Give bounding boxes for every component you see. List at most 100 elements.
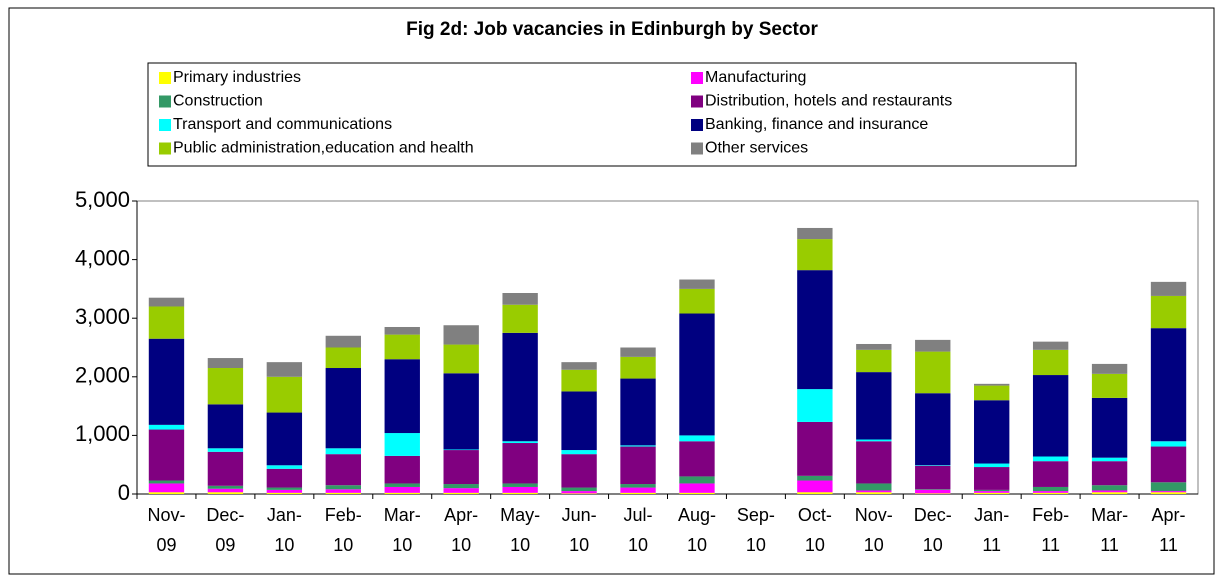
bar-segment <box>207 492 244 494</box>
bar-segment <box>1150 281 1187 296</box>
bar-segment <box>856 490 892 493</box>
legend-label: Transport and communications <box>173 116 392 133</box>
bar-segment <box>679 288 715 314</box>
bar-segment <box>915 339 951 352</box>
bar-segment <box>148 483 185 493</box>
legend-swatch <box>691 72 703 84</box>
bar-segment <box>325 492 361 494</box>
bar-segment <box>797 270 833 390</box>
bar-segment <box>502 441 538 444</box>
legend-swatch <box>159 95 171 108</box>
bar-segment <box>620 378 656 446</box>
bar-segment <box>561 450 597 455</box>
bar-segment <box>620 446 656 485</box>
x-tick-label: Feb-11 <box>1032 505 1070 555</box>
bar-segment <box>797 239 833 271</box>
bar-segment <box>915 351 951 394</box>
bar-segment <box>443 344 479 374</box>
bar-segment <box>443 450 479 485</box>
bar-segment <box>266 465 303 469</box>
bar-segment <box>443 449 479 451</box>
bar-segment <box>443 325 479 345</box>
bar-segment <box>384 492 420 494</box>
legend-swatch <box>691 95 703 108</box>
bar-segment <box>974 489 1010 492</box>
x-tick-label: May-10 <box>500 505 541 555</box>
legend-label: Construction <box>173 93 263 110</box>
bar-segment <box>1032 349 1069 376</box>
bar-segment <box>620 492 656 494</box>
bar-segment <box>266 362 303 377</box>
bar-segment <box>1032 486 1069 492</box>
bar-segment <box>915 465 951 490</box>
y-tick-label: 2,000 <box>75 363 130 388</box>
x-tick-label: Jun-10 <box>561 505 597 555</box>
bar-segment <box>384 433 420 456</box>
legend-label: Banking, finance and insurance <box>705 116 928 133</box>
bar-segment <box>148 338 185 425</box>
bar-segment <box>443 373 479 450</box>
x-tick-label: Nov-10 <box>854 505 893 555</box>
legend-swatch <box>159 119 171 131</box>
bar-segment <box>502 304 538 333</box>
x-tick-label: Feb-10 <box>324 505 362 555</box>
bar-segment <box>148 424 185 430</box>
bar-segment <box>1032 375 1069 457</box>
bar-segment <box>1150 328 1187 442</box>
legend-swatch <box>159 72 171 84</box>
bar-segment <box>207 368 244 405</box>
bar-segment <box>502 293 538 305</box>
bar-segment <box>443 488 479 493</box>
bar-segment <box>856 441 892 484</box>
bar-segment <box>797 492 833 494</box>
chart-title: Fig 2d: Job vacancies in Edinburgh by Se… <box>406 19 818 40</box>
bar-segment <box>148 492 185 494</box>
bar-segment <box>384 326 420 335</box>
bar-segment <box>1032 492 1069 494</box>
bar-segment <box>266 492 303 494</box>
bar-segment <box>679 313 715 436</box>
bar-segment <box>1091 363 1128 374</box>
bar-segment <box>207 488 244 493</box>
bar-segment <box>1091 457 1128 462</box>
x-tick-label: Nov-09 <box>147 505 186 555</box>
legend-label: Other services <box>705 140 808 157</box>
plot-area <box>136 200 1199 495</box>
bar-segment <box>207 485 244 489</box>
bar-segment <box>856 372 892 440</box>
bar-segment <box>1150 295 1187 329</box>
bar-segment <box>620 347 656 357</box>
x-tick-label: Jan-11 <box>974 505 1010 555</box>
x-tick-label: Oct-10 <box>797 505 832 555</box>
bar-segment <box>443 484 479 489</box>
bar-segment <box>679 441 715 477</box>
bar-segment <box>325 489 361 493</box>
legend-label: Public administration,education and heal… <box>173 140 474 157</box>
bar-segment <box>974 491 1010 493</box>
bar-segment <box>384 334 420 360</box>
bar-segment <box>148 429 185 481</box>
bar-segment <box>856 492 892 494</box>
bar-segment <box>797 421 833 476</box>
bar-segment <box>207 404 244 449</box>
bar-segment <box>797 389 833 422</box>
bar-segment <box>856 439 892 442</box>
bar-segment <box>561 493 597 494</box>
bar-segment <box>443 492 479 494</box>
bar-segment <box>325 485 361 490</box>
bar-segment <box>797 227 833 240</box>
legend-label: Manufacturing <box>705 69 806 86</box>
x-tick-label: Apr-10 <box>444 505 479 555</box>
bar-segment <box>266 468 303 488</box>
bar-segment <box>502 492 538 494</box>
bar-segment <box>502 483 538 487</box>
bar-segment <box>1091 485 1128 491</box>
bar-segment <box>325 454 361 486</box>
bar-segment <box>620 487 656 493</box>
x-tick-label: Jan-10 <box>266 505 302 555</box>
bar-segment <box>1091 461 1128 486</box>
x-tick-label: Jul-10 <box>623 505 653 555</box>
bar-segment <box>502 332 538 442</box>
